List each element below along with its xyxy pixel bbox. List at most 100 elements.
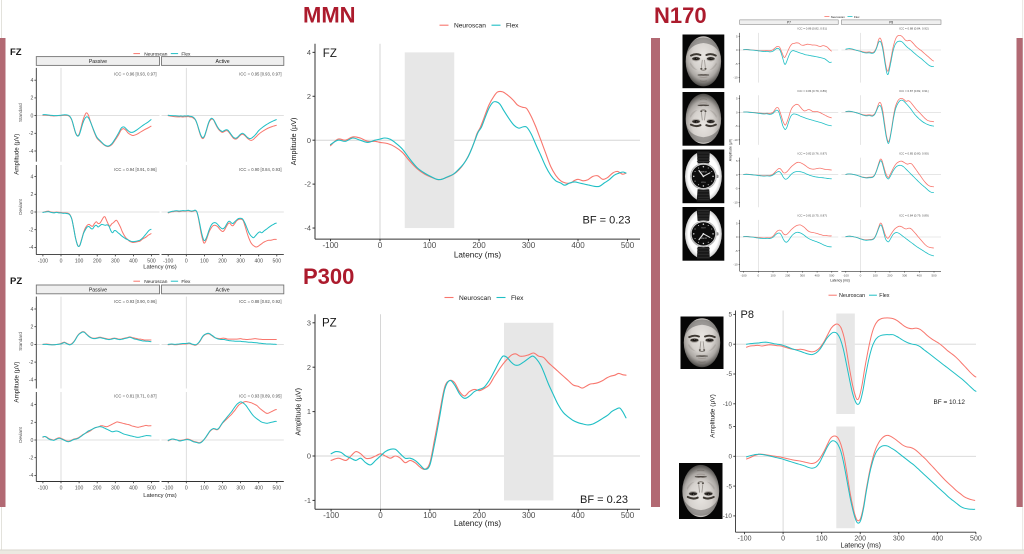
svg-text:P7: P7 (787, 20, 791, 24)
svg-text:-10: -10 (733, 138, 738, 142)
svg-text:5: 5 (728, 424, 732, 431)
svg-text:200: 200 (887, 274, 892, 278)
svg-text:-5: -5 (726, 483, 732, 490)
svg-text:Neuroscan: Neuroscan (831, 15, 845, 19)
svg-text:0: 0 (757, 274, 759, 278)
svg-text:400: 400 (917, 274, 922, 278)
svg-text:-100: -100 (323, 511, 340, 520)
svg-text:300: 300 (522, 241, 536, 250)
svg-text:ICC = 0.85 [0.80, 0.90]: ICC = 0.85 [0.80, 0.90] (899, 151, 928, 155)
svg-text:0: 0 (736, 110, 738, 114)
svg-text:100: 100 (873, 274, 878, 278)
svg-text:Flex: Flex (854, 15, 860, 19)
svg-text:-1: -1 (304, 496, 311, 505)
svg-text:Amplitude (µV): Amplitude (µV) (729, 139, 733, 162)
svg-text:Neuroscan: Neuroscan (459, 295, 491, 302)
svg-text:0: 0 (31, 438, 34, 444)
svg-text:500: 500 (829, 274, 834, 278)
svg-text:PZ: PZ (322, 318, 337, 330)
svg-text:MMN: MMN (303, 3, 356, 28)
svg-text:-100: -100 (38, 485, 48, 491)
svg-text:Amplitude (µV): Amplitude (µV) (294, 388, 303, 436)
svg-text:500: 500 (147, 258, 156, 264)
svg-text:-100: -100 (741, 274, 747, 278)
svg-text:500: 500 (970, 535, 982, 542)
svg-text:300: 300 (236, 485, 245, 491)
svg-text:-5: -5 (735, 187, 738, 191)
svg-text:Flex: Flex (181, 51, 191, 57)
svg-text:0: 0 (860, 274, 862, 278)
svg-text:Deviant: Deviant (18, 426, 23, 442)
svg-text:ICC = 0.88 [0.84, 0.92]: ICC = 0.88 [0.84, 0.92] (899, 27, 928, 31)
svg-text:200: 200 (854, 535, 866, 542)
svg-text:300: 300 (800, 274, 805, 278)
svg-text:Passive: Passive (89, 59, 107, 65)
svg-text:400: 400 (254, 485, 263, 491)
svg-text:100: 100 (75, 258, 84, 264)
svg-text:ICC = 0.93 [0.90, 0.96]: ICC = 0.93 [0.90, 0.96] (114, 299, 156, 304)
svg-text:-100: -100 (738, 535, 752, 542)
svg-text:BF = 0.23: BF = 0.23 (580, 494, 628, 506)
svg-text:0: 0 (378, 511, 383, 520)
svg-text:SWISS: SWISS (701, 226, 706, 228)
svg-text:500: 500 (931, 274, 936, 278)
svg-text:Latency (ms): Latency (ms) (454, 250, 502, 259)
svg-text:300: 300 (902, 274, 907, 278)
svg-text:-10: -10 (723, 401, 733, 408)
svg-text:4: 4 (307, 48, 311, 57)
svg-text:ICC = 0.93 [0.89, 0.95]: ICC = 0.93 [0.89, 0.95] (239, 393, 281, 398)
svg-text:-2: -2 (29, 131, 34, 137)
svg-text:0: 0 (781, 535, 785, 542)
svg-text:2: 2 (31, 325, 34, 331)
svg-text:0: 0 (736, 235, 738, 239)
svg-text:ICC = 0.95 [0.93, 0.97]: ICC = 0.95 [0.93, 0.97] (239, 72, 281, 77)
svg-text:BF = 0.23: BF = 0.23 (582, 215, 630, 227)
svg-text:Passive: Passive (89, 287, 107, 293)
svg-text:ICC = 0.84 [0.79, 0.89]: ICC = 0.84 [0.79, 0.89] (899, 214, 928, 218)
svg-text:200: 200 (473, 511, 487, 520)
svg-text:ICC = 0.82 [0.76, 0.87]: ICC = 0.82 [0.76, 0.87] (798, 151, 827, 155)
svg-text:ICC = 0.94 [0.91, 0.96]: ICC = 0.94 [0.91, 0.96] (114, 167, 156, 172)
svg-text:Flex: Flex (181, 279, 191, 285)
svg-text:Flex: Flex (506, 23, 519, 30)
svg-text:ICC = 0.84 [0.79, 0.89]: ICC = 0.84 [0.79, 0.89] (798, 89, 827, 93)
svg-text:400: 400 (571, 511, 585, 520)
svg-text:200: 200 (785, 274, 790, 278)
svg-text:400: 400 (129, 258, 138, 264)
svg-text:200: 200 (93, 485, 102, 491)
svg-text:2: 2 (31, 96, 34, 102)
svg-text:100: 100 (200, 258, 209, 264)
svg-text:0: 0 (736, 173, 738, 177)
svg-text:400: 400 (254, 258, 263, 264)
svg-text:-10: -10 (723, 513, 733, 520)
svg-text:100: 100 (75, 485, 84, 491)
svg-text:P8: P8 (889, 20, 893, 24)
svg-text:P8: P8 (741, 309, 754, 321)
svg-text:Standard: Standard (18, 103, 23, 122)
svg-text:0: 0 (31, 113, 34, 119)
svg-text:-5: -5 (735, 62, 738, 66)
svg-text:0: 0 (60, 258, 63, 264)
svg-text:-4: -4 (29, 378, 34, 384)
svg-text:ICC = 0.81 [0.75, 0.87]: ICC = 0.81 [0.75, 0.87] (798, 214, 827, 218)
svg-text:SWISS: SWISS (701, 182, 706, 184)
svg-text:300: 300 (522, 511, 536, 520)
svg-text:Deviant: Deviant (18, 198, 23, 214)
svg-text:3: 3 (307, 318, 311, 327)
svg-text:5: 5 (736, 221, 738, 225)
svg-text:Flex: Flex (879, 293, 889, 299)
svg-text:-4: -4 (29, 149, 34, 155)
svg-text:-2: -2 (29, 456, 34, 462)
svg-text:100: 100 (423, 511, 437, 520)
svg-text:Active: Active (216, 59, 230, 65)
svg-text:200: 200 (218, 485, 227, 491)
svg-text:-10: -10 (733, 200, 738, 204)
svg-text:ICC = 0.87 [0.82, 0.91]: ICC = 0.87 [0.82, 0.91] (899, 89, 928, 93)
svg-text:-2: -2 (304, 180, 311, 189)
svg-text:ICC = 0.88 [0.82, 0.92]: ICC = 0.88 [0.82, 0.92] (239, 299, 281, 304)
svg-text:Latency (ms): Latency (ms) (454, 519, 502, 528)
svg-text:5: 5 (736, 97, 738, 101)
svg-text:200: 200 (218, 258, 227, 264)
svg-text:500: 500 (273, 485, 282, 491)
svg-text:Standard: Standard (18, 332, 23, 351)
